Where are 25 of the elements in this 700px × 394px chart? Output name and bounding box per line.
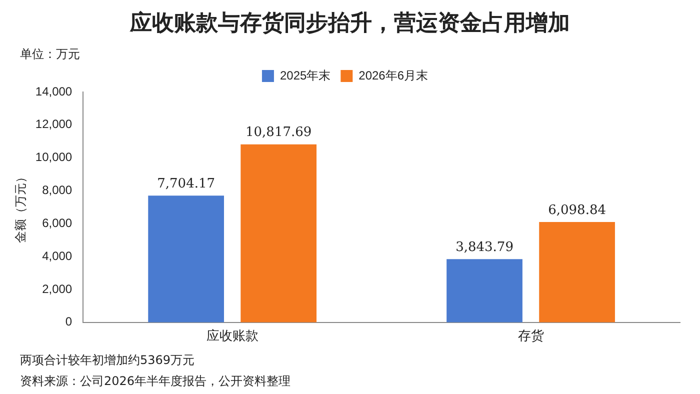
data-label: 6,098.84 <box>548 202 606 218</box>
text: 两项合计较年初增加约5369万元 <box>20 352 195 369</box>
y-tick-label: 10,000 <box>35 150 72 164</box>
x-tick-label: 应收账款 <box>206 328 258 343</box>
data-label: 3,843.79 <box>456 240 514 256</box>
legend-label: 2026年6月末 <box>358 68 428 82</box>
y-tick-label: 0 <box>65 314 72 329</box>
x-tick-label: 存货 <box>518 328 544 343</box>
y-tick-label: 6,000 <box>42 216 72 230</box>
y-tick-label: 4,000 <box>42 248 72 263</box>
y-axis-title: 金额（万元） <box>14 171 28 244</box>
text: 单位：万元 <box>20 46 80 63</box>
bar <box>539 222 615 322</box>
y-tick-label: 12,000 <box>35 117 72 132</box>
data-label: 10,817.69 <box>246 125 312 140</box>
bar <box>148 196 224 322</box>
data-label: 7,704.17 <box>157 176 216 192</box>
chart-title: 应收账款与存货同步抬升，营运资金占用增加 <box>128 10 571 38</box>
y-tick-label: 2,000 <box>42 282 72 296</box>
bar <box>240 144 317 322</box>
text: 资料来源：公司2026年半年度报告，公开资料整理 <box>20 373 291 390</box>
y-tick-label: 8,000 <box>42 183 72 198</box>
y-tick-label: 14,000 <box>35 84 72 98</box>
legend-label: 2025年末 <box>280 68 331 82</box>
bar <box>446 259 522 322</box>
